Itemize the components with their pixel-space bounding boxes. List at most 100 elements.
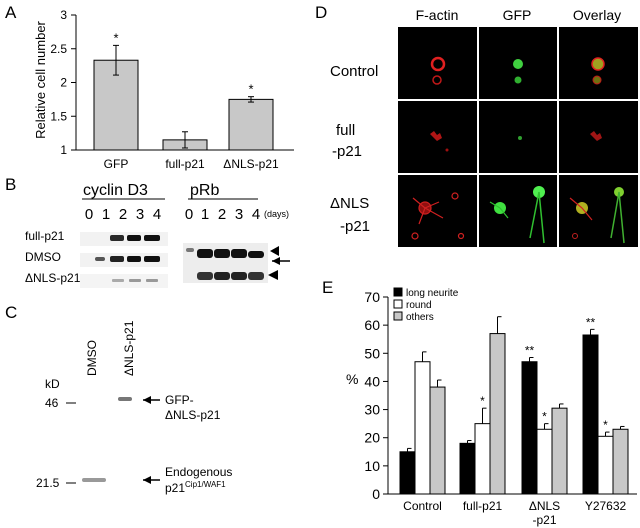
cell-overlay-full: [590, 131, 602, 141]
band: [127, 235, 141, 241]
cell-overlay-dnls: [569, 187, 625, 244]
bar-others: [429, 386, 446, 495]
category-label: full-p21: [165, 157, 205, 171]
panel-e-ylabel: %: [346, 371, 358, 387]
panel-a-yticks: 1 1.5 2 2.5 3: [50, 8, 76, 157]
panel-b-lane-numbers: 0 01 12 23 34 4: [85, 206, 260, 223]
col-header-factin: F-actin: [416, 7, 459, 23]
ytick-label: 30: [364, 402, 380, 418]
cell-gfp-control: [514, 76, 522, 84]
ytick-label: 2: [60, 76, 67, 90]
bar-round: [414, 361, 431, 495]
band: [129, 279, 141, 282]
significance-star: *: [113, 30, 118, 45]
band-gfp-label-line2: ΔNLS-p21: [165, 408, 221, 422]
legend-label: long neurite: [406, 288, 459, 299]
arrowhead-gfp: [143, 396, 151, 404]
category-label: ΔNLS-p21: [223, 157, 279, 171]
band-endogenous: [82, 478, 106, 482]
ytick-label: 3: [60, 8, 67, 22]
arrowhead-lower: [268, 270, 278, 280]
bar-others: [551, 407, 568, 495]
ytick-label: 0: [372, 486, 380, 502]
prb-title: pRb: [190, 182, 219, 199]
row-label-dmso: DMSO: [25, 250, 61, 264]
band: [197, 249, 213, 258]
lane-number-prb: 0: [185, 206, 193, 223]
lane-number-cyclin: 2: [119, 206, 127, 223]
band-endo-label-line1: Endogenous: [165, 465, 232, 479]
band: [214, 249, 230, 258]
ytick-label: 60: [364, 317, 380, 333]
ytick-label: 50: [364, 345, 380, 361]
band: [214, 272, 230, 280]
band: [144, 235, 160, 241]
band-endo-label-line2: p21Cip1/WAF1: [165, 480, 226, 495]
cell-overlay-control: [591, 57, 605, 71]
arrowhead-upper: [270, 246, 279, 256]
ytick-label: 40: [364, 373, 380, 389]
bar-round: [597, 435, 614, 495]
lane-label-dmso: DMSO: [85, 340, 99, 376]
ytick-label: 20: [364, 430, 380, 446]
panel-a-letter: A: [5, 3, 17, 22]
row-label-control: Control: [330, 63, 378, 80]
lane-number-prb: 1: [201, 206, 209, 223]
band: [127, 256, 141, 262]
category-label: GFP: [104, 157, 129, 171]
row-label-dnls-2: -p21: [340, 218, 370, 235]
days-label: (days): [264, 209, 289, 219]
significance-star: *: [542, 410, 547, 424]
row-label-full-p21: full-p21: [25, 229, 65, 243]
lane-label-dnls: ΔNLS-p21: [122, 320, 136, 376]
row-label-full-2: -p21: [332, 143, 362, 160]
bar-others: [612, 428, 629, 495]
band: [144, 256, 160, 262]
cell-factin-full: [430, 131, 442, 141]
col-header-overlay: Overlay: [573, 7, 621, 23]
category-label: full-p21: [463, 499, 503, 513]
significance-star: **: [586, 315, 596, 329]
panel-e-stars: *******: [480, 315, 608, 432]
bar-long-neurite: [582, 334, 599, 495]
ytick-label: 1.5: [50, 109, 67, 123]
col-header-gfp: GFP: [503, 7, 532, 23]
cell-factin-full: [445, 148, 449, 152]
category-label: Y27632: [585, 499, 627, 513]
panel-e-xticks: Control full-p21 ΔNLS-p21 Y27632: [403, 499, 626, 527]
panel-e-bars: [399, 316, 629, 495]
ytick-label: 70: [364, 289, 380, 305]
band: [231, 249, 247, 258]
marker-46: 46: [45, 396, 59, 410]
band: [231, 272, 247, 280]
arrowhead-middle: [272, 257, 280, 265]
bar-round: [536, 428, 553, 495]
lane-number-prb: 2: [218, 206, 226, 223]
row-label-dnls-1: ΔNLS: [330, 195, 369, 212]
panel-a: A Relative cell number 11.522.53 ** GFP f…: [5, 3, 294, 171]
ytick-label: 10: [364, 458, 380, 474]
band: [248, 251, 264, 258]
lane-number-prb: 4: [252, 206, 260, 223]
bar-others: [489, 333, 506, 495]
ytick-label: 1: [60, 143, 67, 157]
micrograph-grid-lines: [398, 27, 638, 247]
category-label: ΔNLS: [529, 499, 560, 513]
cell-factin-dnls: [411, 192, 465, 240]
panel-d: D F-actin GFP Overlay Control full -p21 …: [315, 3, 638, 247]
lane-number-cyclin: 0: [85, 206, 93, 223]
legend-label: others: [406, 312, 434, 323]
band: [110, 235, 124, 241]
cyclin-d3-title: cyclin D3: [83, 182, 148, 199]
significance-star: *: [480, 394, 485, 408]
bar-long-neurite: [399, 451, 416, 495]
p21-base: p21: [165, 481, 185, 495]
p21-superscript: Cip1/WAF1: [185, 480, 226, 489]
panel-e-yticks: 0 10 20 30 40 50 60 70: [364, 289, 388, 502]
panel-b-letter: B: [5, 175, 16, 194]
band: [112, 279, 124, 282]
category-label: Control: [403, 499, 442, 513]
lane-number-prb: 3: [235, 206, 243, 223]
